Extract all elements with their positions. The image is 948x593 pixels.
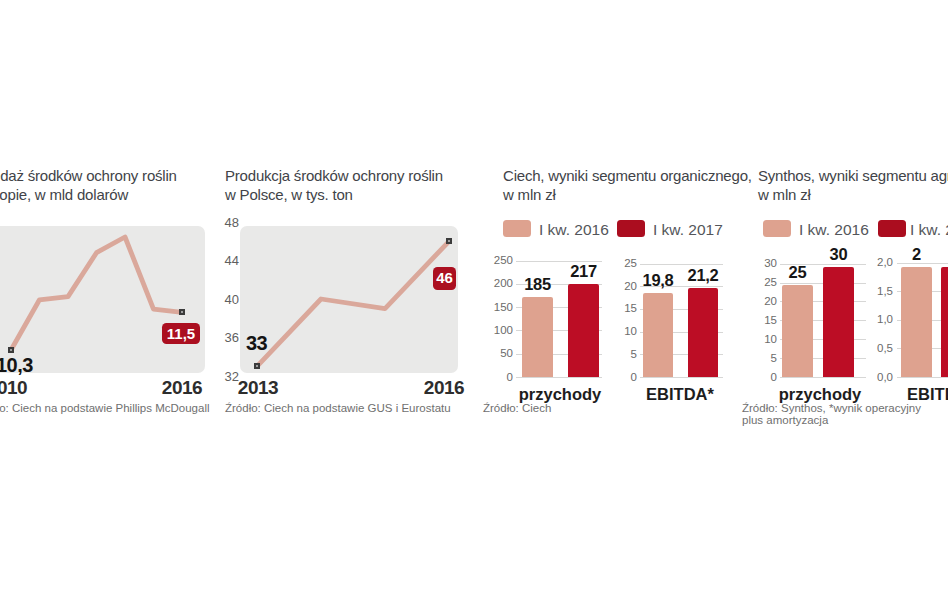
chart-title-line2: w Polsce, w tys. ton xyxy=(225,186,443,205)
chart-title: Ciech, wyniki segmentu organicznego, w m… xyxy=(503,167,752,204)
bar-value-label: 30 xyxy=(809,245,869,264)
y-tick-label: 15 xyxy=(605,302,637,315)
chart-title-line1: Ciech, wyniki segmentu organicznego, xyxy=(503,167,752,186)
plot-background xyxy=(0,226,205,373)
category-label: EBITDA* xyxy=(620,385,740,404)
chart-title: Sprzedaż środków ochrony roślin w Europi… xyxy=(0,167,177,204)
point-marker xyxy=(179,309,185,315)
last-point-value-badge: 46 xyxy=(433,267,456,290)
source-note: Źródło: Ciech na podstawie GUS i Eurosta… xyxy=(225,402,451,414)
y-tick-label: 5 xyxy=(745,352,777,365)
chart-title-line2: w Europie, w mld dolarów xyxy=(0,186,177,205)
y-tick-label: 0,5 xyxy=(861,342,893,355)
bar-q1-2016 xyxy=(522,297,553,377)
chart-title: Synthos, wyniki segmentu agrochemicznego… xyxy=(758,167,948,204)
source-note: Źródło: Ciech na podstawie Phillips McDo… xyxy=(0,402,210,414)
bar-value-label: 2 xyxy=(887,245,947,264)
gridline xyxy=(640,377,723,378)
y-tick-label: 0 xyxy=(605,371,637,384)
legend-swatch-q1-2016 xyxy=(503,220,531,237)
legend-label-q1-2016: I kw. 2016 xyxy=(799,221,869,238)
y-tick-label: 0 xyxy=(481,371,513,384)
x-axis-label-right: 2016 xyxy=(422,377,466,399)
source-note: Źródło: Ciech xyxy=(483,402,551,414)
bar-value-label: 217 xyxy=(554,262,614,281)
chart-title-line1: Synthos, wyniki segmentu agrochemicznego… xyxy=(758,167,948,186)
legend-swatch-q1-2017 xyxy=(878,220,906,237)
bar-q1-2016 xyxy=(782,285,813,377)
chart-title-line2: w mln zł xyxy=(758,186,948,205)
y-tick-label: 1,5 xyxy=(861,285,893,298)
first-point-value: 33 xyxy=(246,332,267,355)
point-marker xyxy=(446,238,452,244)
legend-swatch-q1-2016 xyxy=(763,220,791,237)
x-axis-label-right: 2016 xyxy=(160,377,204,399)
y-tick-label: 44 xyxy=(213,253,239,268)
source-note-line1: Źródło: Synthos, *wynik operacyjny xyxy=(742,402,921,414)
bar-q1-2017 xyxy=(568,284,599,377)
bar-q1-2016 xyxy=(643,293,673,377)
y-tick-label: 100 xyxy=(481,324,513,337)
gridline xyxy=(780,377,866,378)
legend-swatch-q1-2017 xyxy=(617,220,645,237)
point-marker xyxy=(254,363,260,369)
y-tick-label: 20 xyxy=(745,295,777,308)
chart-title-line1: Sprzedaż środków ochrony roślin xyxy=(0,167,177,186)
x-axis-label-left: 2013 xyxy=(236,377,280,399)
bar-q1-2016 xyxy=(901,267,932,377)
gridline xyxy=(897,377,948,378)
gridline xyxy=(516,377,602,378)
bar-value-label: 25 xyxy=(768,263,828,282)
point-marker xyxy=(8,347,14,353)
y-tick-label: 5 xyxy=(605,348,637,361)
y-tick-label: 150 xyxy=(481,301,513,314)
bar-q1-2017 xyxy=(941,267,948,377)
infographic-canvas: Sprzedaż środków ochrony roślin w Europi… xyxy=(0,0,948,593)
chart-title: Produkcja środków ochrony roślin w Polsc… xyxy=(225,167,443,204)
first-point-value: 10,3 xyxy=(0,354,33,377)
source-note-line2: plus amortyzacja xyxy=(742,414,828,426)
y-tick-label: 15 xyxy=(745,314,777,327)
legend-label-q1-2017: I kw. 2017 xyxy=(910,221,948,238)
bar-q1-2017 xyxy=(688,288,718,378)
y-tick-label: 10 xyxy=(605,325,637,338)
y-tick-label: 32 xyxy=(213,369,239,384)
last-point-value-badge: 11,5 xyxy=(162,323,200,345)
plot-background xyxy=(240,226,458,373)
y-tick-label: 10 xyxy=(745,333,777,346)
y-tick-label: 50 xyxy=(481,347,513,360)
chart-title-line1: Produkcja środków ochrony roślin xyxy=(225,167,443,186)
chart-title-line2: w mln zł xyxy=(503,186,752,205)
legend-label-q1-2017: I kw. 2017 xyxy=(653,221,723,238)
legend-label-q1-2016: I kw. 2016 xyxy=(539,221,609,238)
gridline xyxy=(640,264,723,265)
bar-value-label: 21,2 xyxy=(673,266,733,285)
y-tick-label: 48 xyxy=(213,215,239,230)
x-axis-label-left: 2010 xyxy=(0,377,29,399)
y-tick-label: 250 xyxy=(481,254,513,267)
y-tick-label: 40 xyxy=(213,292,239,307)
bar-q1-2017 xyxy=(823,267,854,377)
y-tick-label: 0 xyxy=(745,371,777,384)
y-tick-label: 36 xyxy=(213,330,239,345)
